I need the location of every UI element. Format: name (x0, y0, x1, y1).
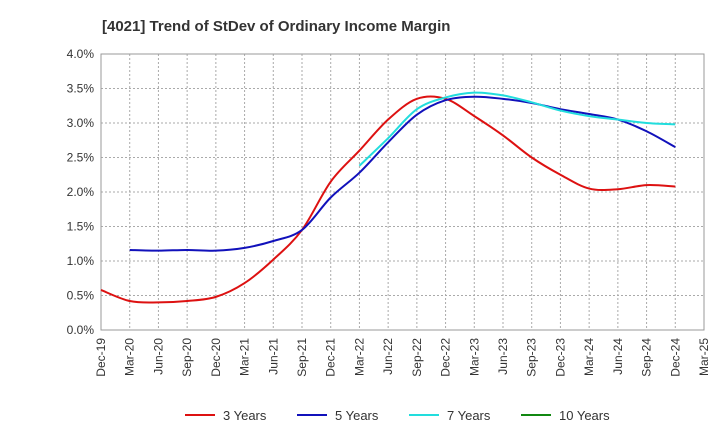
x-tick-label: Mar-22 (352, 338, 366, 376)
x-tick-label: Sep-21 (295, 338, 309, 377)
x-tick-label: Dec-19 (94, 338, 108, 377)
x-tick-label: Sep-23 (525, 338, 539, 377)
x-tick-label: Jun-21 (266, 338, 280, 375)
legend-label-5-years: 5 Years (335, 408, 379, 423)
legend: 3 Years 5 Years 7 Years 10 Years (185, 408, 610, 423)
y-tick-label: 4.0% (67, 47, 95, 61)
y-tick-label: 3.0% (67, 116, 95, 130)
x-tick-label: Dec-24 (668, 338, 682, 377)
x-tick-label: Mar-25 (697, 338, 711, 376)
legend-label-3-years: 3 Years (223, 408, 267, 423)
legend-label-7-years: 7 Years (447, 408, 491, 423)
x-tick-label: Jun-20 (151, 338, 165, 375)
x-tick-label: Sep-24 (640, 338, 654, 377)
x-tick-label: Mar-21 (238, 338, 252, 376)
x-tick-label: Dec-23 (553, 338, 567, 377)
x-tick-label: Jun-23 (496, 338, 510, 375)
y-tick-label: 3.5% (67, 82, 95, 96)
x-tick-label: Dec-20 (209, 338, 223, 377)
series-line-3-years (100, 95, 676, 304)
y-tick-label: 2.0% (67, 185, 95, 199)
x-tick-label: Mar-23 (467, 338, 481, 376)
y-tick-label: 1.0% (67, 254, 95, 268)
plot-area (100, 53, 705, 331)
y-tick-label: 2.5% (67, 151, 95, 165)
x-tick-label: Dec-22 (439, 338, 453, 377)
y-axis-ticks: 0.0% 0.5% 1.0% 1.5% 2.0% 2.5% 3.0% 3.5% 4.0% (67, 47, 95, 337)
x-axis-ticks: Dec-19 Mar-20 Jun-20 Sep-20 Dec-20 Mar-21 Jun-… (94, 338, 711, 377)
series-line-7-years (358, 91, 676, 167)
x-tick-label: Jun-22 (381, 338, 395, 375)
y-tick-label: 0.5% (67, 289, 95, 303)
x-tick-label: Dec-21 (324, 338, 338, 377)
grid (101, 54, 704, 330)
x-tick-label: Mar-20 (123, 338, 137, 376)
series-line-5-years (129, 95, 676, 252)
x-tick-label: Sep-22 (410, 338, 424, 377)
chart-title: [4021] Trend of StDev of Ordinary Income… (102, 18, 450, 35)
x-tick-label: Mar-24 (582, 338, 596, 376)
legend-label-10-years: 10 Years (559, 408, 610, 423)
series-lines (100, 91, 676, 304)
y-tick-label: 1.5% (67, 220, 95, 234)
x-tick-label: Jun-24 (611, 338, 625, 375)
y-tick-label: 0.0% (67, 323, 95, 337)
x-tick-label: Sep-20 (180, 338, 194, 377)
